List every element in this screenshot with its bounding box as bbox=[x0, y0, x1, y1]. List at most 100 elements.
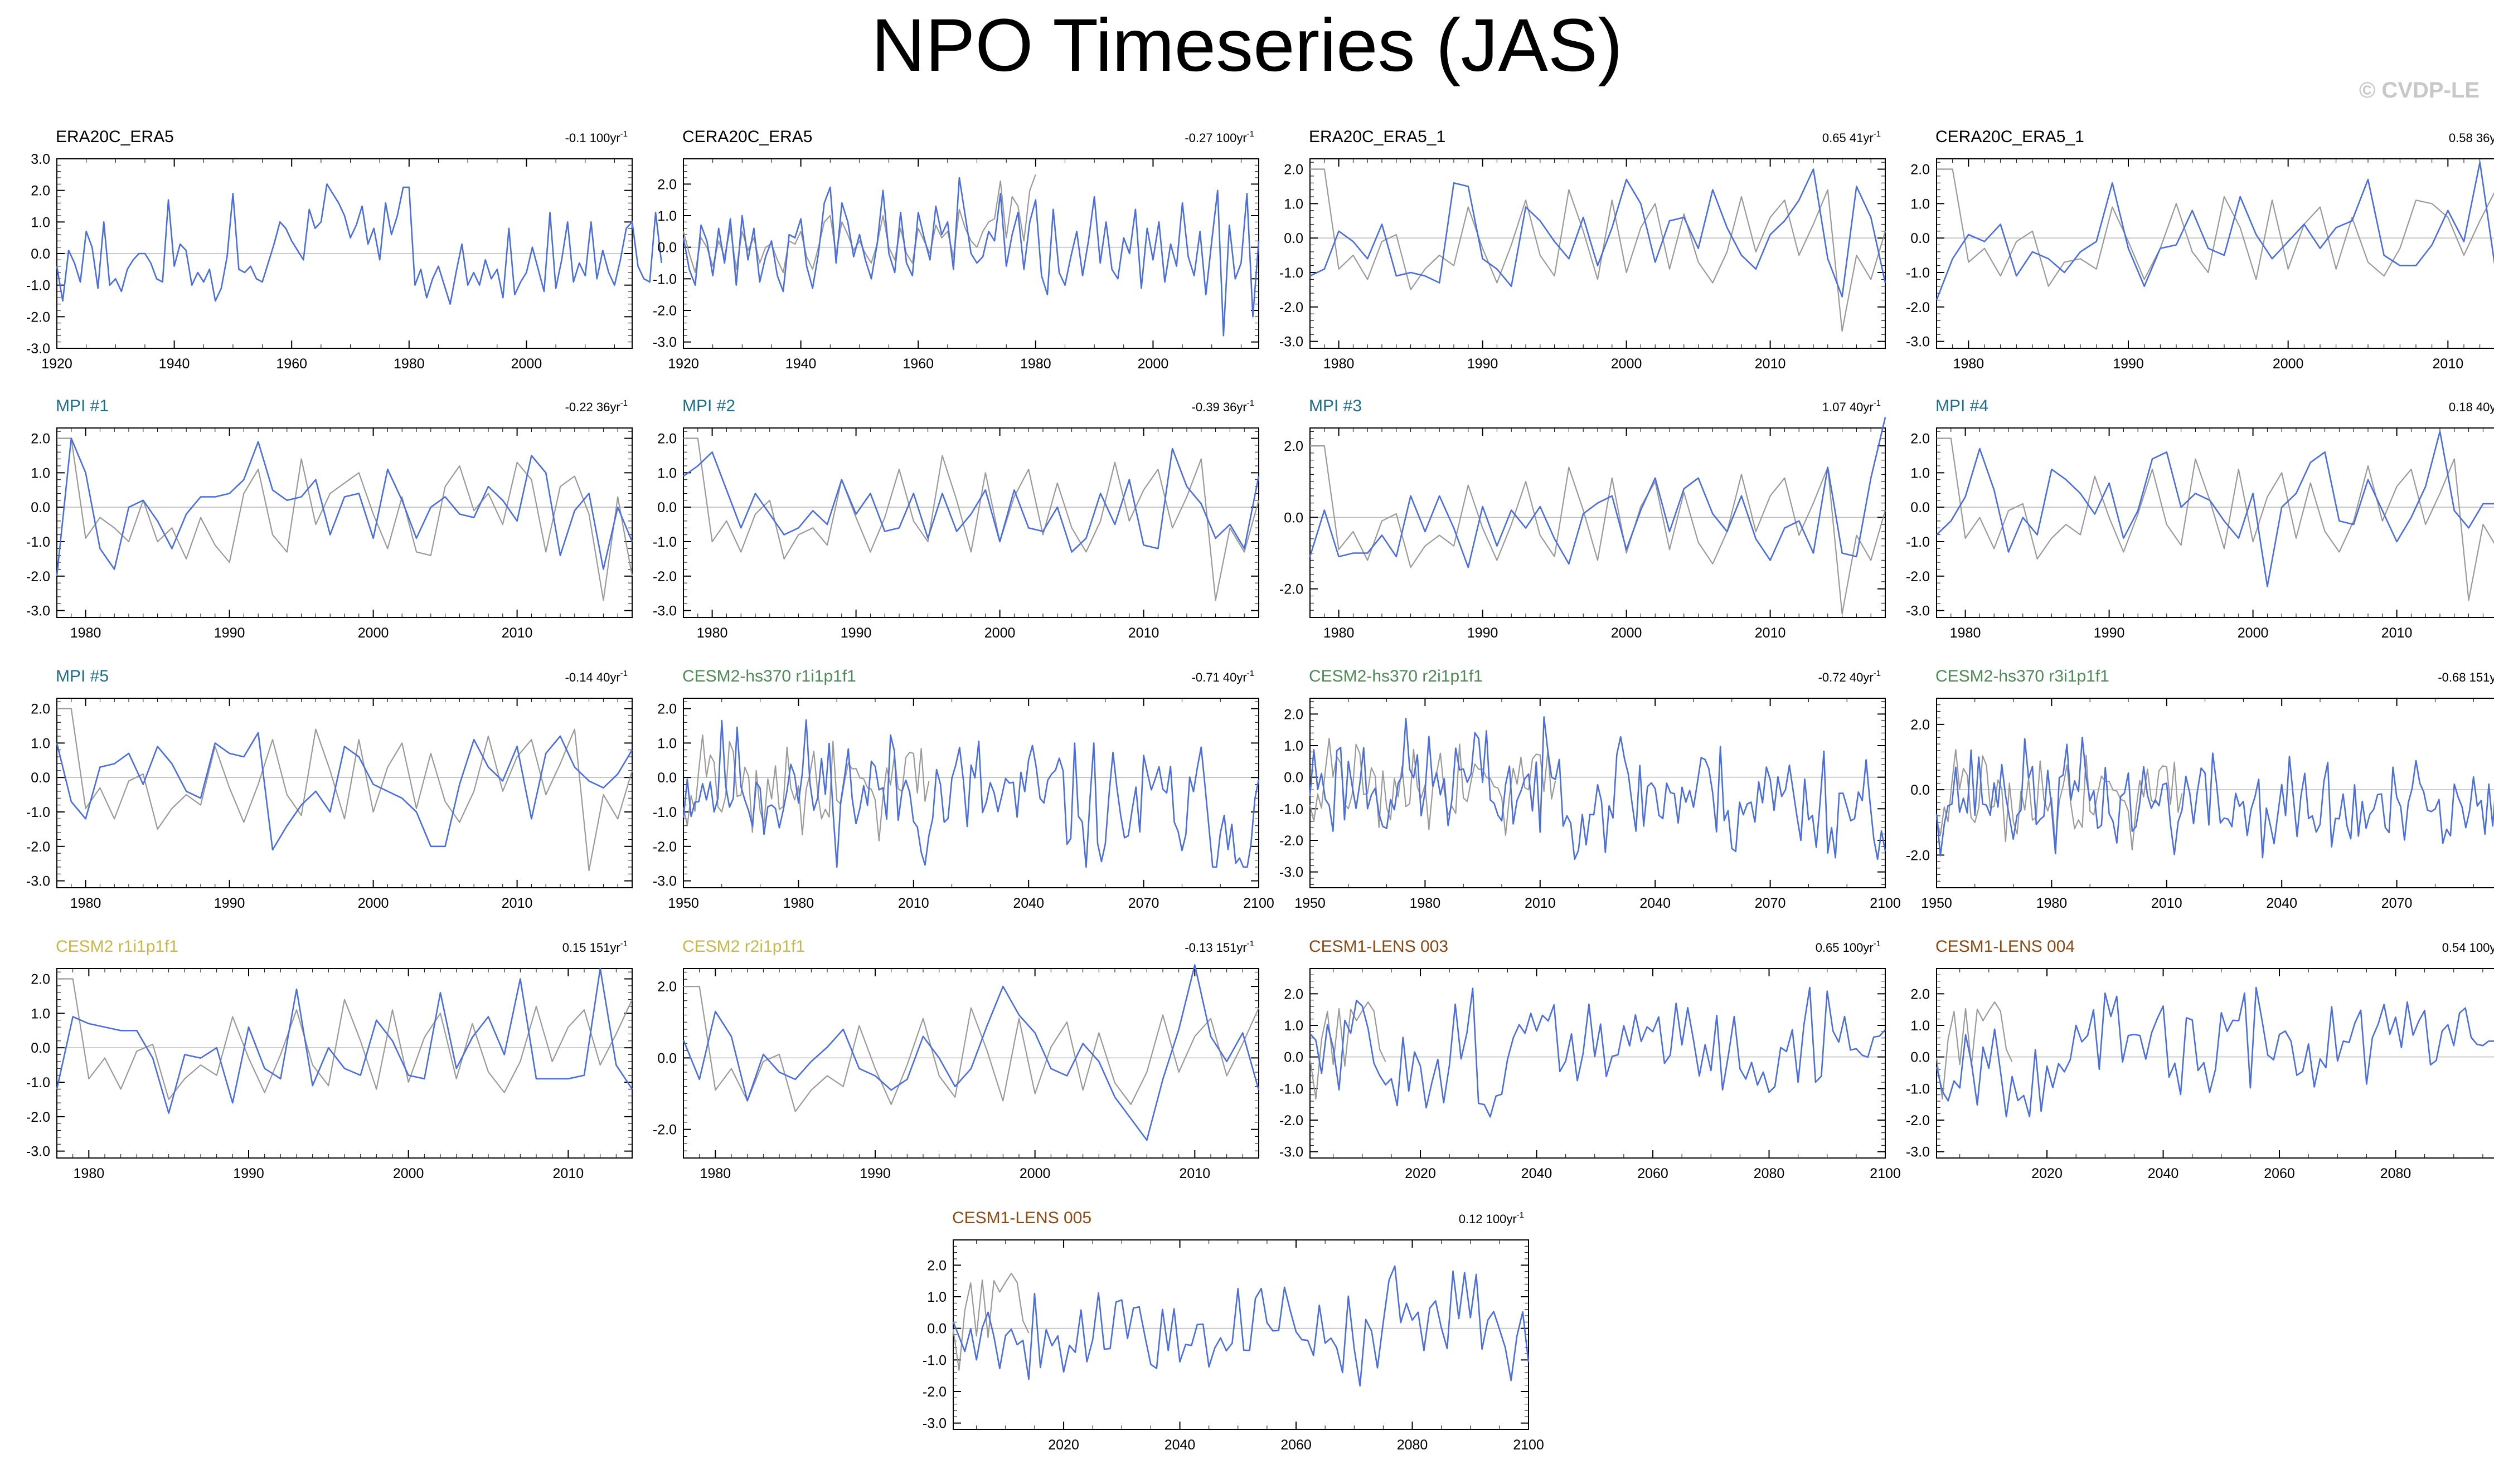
panel-title: MPI #2 bbox=[682, 397, 735, 415]
x-tick-label: 1980 bbox=[1410, 896, 1441, 911]
x-tick-label: 2000 bbox=[393, 1166, 424, 1181]
y-tick-label: 0.0 bbox=[1910, 782, 1930, 798]
y-tick-label: -2.0 bbox=[1906, 1113, 1930, 1128]
x-tick-label: 1990 bbox=[2113, 356, 2144, 372]
y-tick-label: -2.0 bbox=[653, 569, 677, 585]
y-tick-label: -2.0 bbox=[923, 1384, 947, 1400]
x-tick-label: 2010 bbox=[1755, 625, 1786, 641]
cvdp-watermark: © CVDP-LE bbox=[2359, 78, 2480, 103]
x-tick-label: 1940 bbox=[159, 356, 190, 372]
reference-series-line bbox=[57, 978, 633, 1100]
x-tick-label: 1980 bbox=[70, 896, 101, 911]
x-tick-label: 2040 bbox=[1013, 896, 1044, 911]
trend-label: -0.72 40yr-1 bbox=[1818, 669, 1881, 684]
x-tick-label: 1980 bbox=[1953, 356, 1984, 372]
x-tick-label: 2010 bbox=[2381, 625, 2413, 641]
trend-exponent: -1 bbox=[620, 939, 628, 948]
x-tick-label: 2010 bbox=[1128, 625, 1159, 641]
model-series-line bbox=[56, 732, 633, 851]
y-tick-label: 0.0 bbox=[1284, 1050, 1303, 1065]
x-tick-label: 2000 bbox=[2273, 356, 2304, 372]
x-tick-label: 2020 bbox=[1048, 1437, 1079, 1453]
trend-label: -0.22 36yr-1 bbox=[565, 398, 628, 414]
reference-series-line bbox=[1937, 437, 2494, 601]
chart-panel: CERA20C_ERA5 -0.27 100yr-1 -3.0 -2.0 -1.0 0.0… bbox=[653, 128, 1260, 372]
x-tick-label: 1990 bbox=[1467, 356, 1498, 372]
panel-title: ERA20C_ERA5 bbox=[56, 128, 174, 146]
y-tick-label: -1.0 bbox=[653, 805, 677, 820]
y-tick-label: -2.0 bbox=[1279, 1113, 1303, 1128]
x-tick-label: 2010 bbox=[1180, 1166, 1211, 1181]
trend-label: 0.65 100yr-1 bbox=[1816, 939, 1881, 955]
y-tick-label: 1.0 bbox=[1284, 196, 1303, 212]
x-tick-label: 2020 bbox=[2031, 1166, 2063, 1181]
reference-series-line bbox=[1309, 1001, 1386, 1100]
y-tick-label: -1.0 bbox=[26, 278, 50, 294]
y-tick-label: -2.0 bbox=[26, 839, 50, 855]
y-tick-label: 2.0 bbox=[1284, 707, 1303, 722]
y-tick-label: -1.0 bbox=[26, 1075, 50, 1091]
y-tick-label: -1.0 bbox=[26, 805, 50, 820]
y-tick-label: 0.0 bbox=[657, 240, 677, 256]
chart-panel: CESM1-LENS 004 0.54 100yr-1 -3.0 -2.0 -1.0 0.… bbox=[1906, 937, 2494, 1181]
trend-label: 0.15 151yr-1 bbox=[562, 939, 628, 955]
y-tick-label: 3.0 bbox=[31, 152, 50, 167]
model-series-line bbox=[682, 177, 1260, 337]
x-tick-label: 1960 bbox=[903, 356, 934, 372]
x-tick-label: 2060 bbox=[1280, 1437, 1312, 1453]
x-tick-label: 1990 bbox=[214, 625, 245, 641]
x-tick-label: 2070 bbox=[2381, 896, 2413, 911]
reference-series-line bbox=[57, 708, 633, 872]
chart-panel: MPI #2 -0.39 36yr-1 -3.0 -2.0 -1.0 0.0 1.0 2.0 1… bbox=[653, 397, 1260, 641]
y-tick-label: -1.0 bbox=[1279, 801, 1303, 817]
panel-title: CERA20C_ERA5 bbox=[682, 128, 812, 146]
panel-title: MPI #3 bbox=[1309, 397, 1362, 415]
trend-exponent: -1 bbox=[620, 129, 628, 139]
y-tick-label: 0.0 bbox=[1910, 500, 1930, 515]
y-tick-label: -3.0 bbox=[26, 874, 50, 889]
y-tick-label: -3.0 bbox=[923, 1416, 947, 1432]
trend-label: 0.18 40yr-1 bbox=[2449, 398, 2494, 414]
trend-exponent: -1 bbox=[1874, 129, 1881, 139]
y-tick-label: 2.0 bbox=[657, 431, 677, 447]
y-tick-label: -3.0 bbox=[26, 341, 50, 357]
x-tick-label: 1980 bbox=[1323, 625, 1355, 641]
y-tick-label: -2.0 bbox=[1906, 848, 1930, 863]
x-tick-label: 2000 bbox=[984, 625, 1016, 641]
x-tick-label: 2060 bbox=[2264, 1166, 2295, 1181]
y-tick-label: 0.0 bbox=[31, 246, 50, 262]
trend-exponent: -1 bbox=[1247, 669, 1254, 678]
y-tick-label: 0.0 bbox=[657, 500, 677, 515]
trend-label: -0.13 151yr-1 bbox=[1185, 939, 1254, 955]
y-tick-label: -2.0 bbox=[1279, 300, 1303, 315]
x-tick-label: 1990 bbox=[2094, 625, 2125, 641]
x-tick-label: 2100 bbox=[1513, 1437, 1544, 1453]
trend-exponent: -1 bbox=[1874, 398, 1881, 408]
y-tick-label: -2.0 bbox=[1906, 300, 1930, 315]
x-tick-label: 2010 bbox=[2433, 356, 2464, 372]
chart-panel: CESM1-LENS 005 0.12 100yr-1 -3.0 -2.0 -1.0 0.… bbox=[923, 1209, 1544, 1453]
plot-frame bbox=[1309, 427, 1886, 618]
model-series-line bbox=[1309, 716, 1886, 860]
y-tick-label: 0.0 bbox=[1284, 231, 1303, 246]
y-tick-label: 0.0 bbox=[31, 1040, 50, 1056]
x-tick-label: 1980 bbox=[70, 625, 101, 641]
model-series-line bbox=[1309, 986, 1886, 1118]
y-tick-label: 2.0 bbox=[657, 702, 677, 717]
y-tick-label: -1.0 bbox=[1906, 534, 1930, 550]
y-tick-label: -3.0 bbox=[653, 604, 677, 619]
x-tick-label: 2000 bbox=[1020, 1166, 1051, 1181]
x-tick-label: 2020 bbox=[1405, 1166, 1436, 1181]
x-tick-label: 1920 bbox=[41, 356, 72, 372]
x-tick-label: 1990 bbox=[860, 1166, 891, 1181]
trend-exponent: -1 bbox=[620, 398, 628, 408]
chart-panel: MPI #1 -0.22 36yr-1 -3.0 -2.0 -1.0 0.0 1.0 2.0 1… bbox=[26, 397, 633, 641]
x-tick-label: 2080 bbox=[1754, 1166, 1785, 1181]
x-tick-label: 2040 bbox=[1521, 1166, 1552, 1181]
y-tick-label: 0.0 bbox=[1284, 770, 1303, 786]
chart-panel: CESM2 r2i1p1f1 -0.13 151yr-1 -2.0 0.0 2.0 198… bbox=[653, 937, 1260, 1181]
trend-label: -0.68 151yr-1 bbox=[2438, 669, 2494, 684]
figure-title: NPO Timeseries (JAS) bbox=[871, 4, 1623, 87]
trend-exponent: -1 bbox=[1517, 1210, 1524, 1220]
x-tick-label: 1940 bbox=[785, 356, 817, 372]
